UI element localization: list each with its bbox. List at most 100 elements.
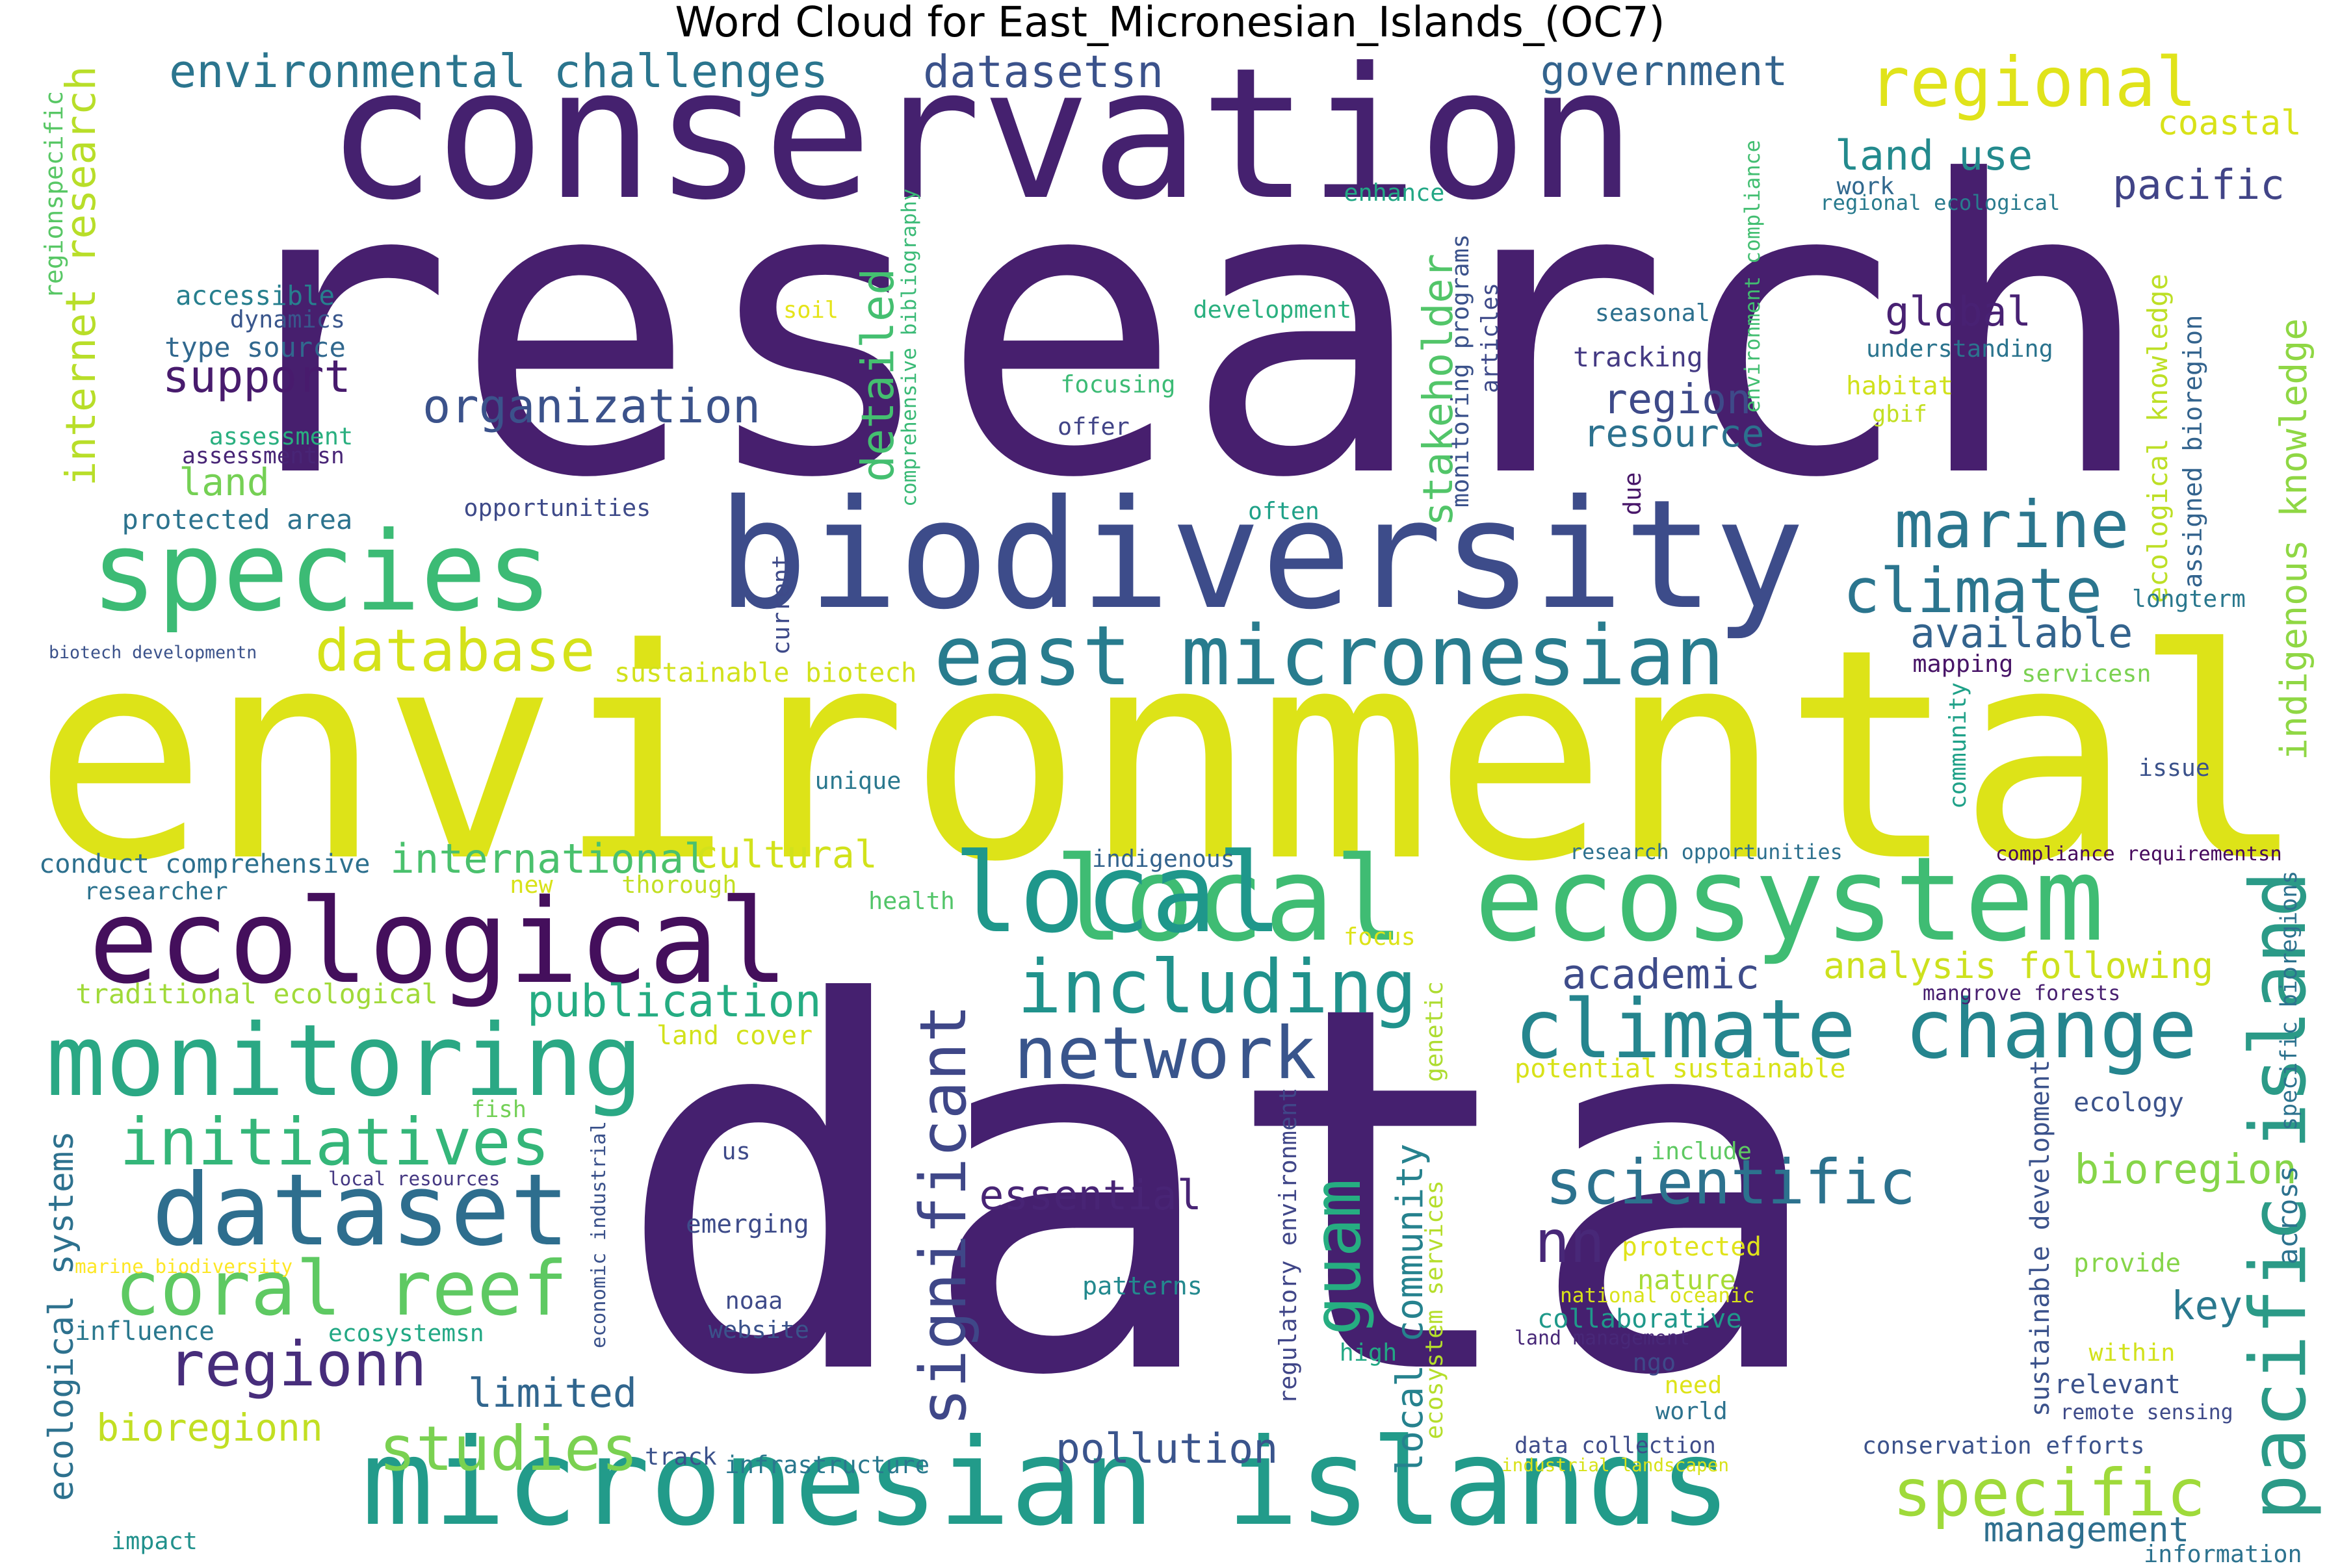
word-longterm: longterm <box>2132 585 2246 613</box>
word-regulatory-environment: regulatory environment <box>1274 1088 1303 1405</box>
word-community: community <box>1944 682 1971 809</box>
word-national-oceanic: national oceanic <box>1560 1284 1755 1308</box>
word-pacific: pacific <box>2112 161 2285 209</box>
word-high: high <box>1339 1339 1398 1367</box>
word-conduct-comprehensive: conduct comprehensive <box>39 848 370 879</box>
word-nature: nature <box>1637 1263 1736 1296</box>
word-relevant: relevant <box>2054 1368 2181 1400</box>
word-specific-bioregions: specific bioregions <box>2276 870 2303 1131</box>
word-ecology: ecology <box>2074 1087 2184 1118</box>
word-data: data <box>614 898 1830 1486</box>
word-coastal: coastal <box>2157 103 2302 143</box>
word-within: within <box>2088 1339 2176 1367</box>
word-unique: unique <box>814 767 902 795</box>
word-monitoring: monitoring <box>46 1003 644 1119</box>
word-biodiversity: biodiversity <box>717 467 1805 643</box>
word-assessment: assessment <box>209 422 354 451</box>
chart-title: Word Cloud for East_Micronesian_Islands_… <box>675 0 1665 47</box>
word-website: website <box>708 1316 809 1344</box>
word-include: include <box>1650 1137 1752 1166</box>
word-government: government <box>1540 47 1788 96</box>
word-local-resources: local resources <box>328 1168 500 1190</box>
word-traditional-ecological: traditional ecological <box>75 977 438 1010</box>
word-cultural: cultural <box>696 832 878 877</box>
word-limited: limited <box>468 1370 637 1417</box>
word-sustainable-development: sustainable development <box>2025 1059 2056 1417</box>
word-focus: focus <box>1344 923 1416 951</box>
word-ecological: ecological <box>88 874 789 1010</box>
word-east-micronesian: east micronesian <box>933 608 1725 704</box>
word-focusing: focusing <box>1060 370 1176 399</box>
word-collaborative: collaborative <box>1537 1304 1742 1334</box>
word-impact: impact <box>110 1527 198 1556</box>
word-noaa: noaa <box>725 1287 783 1315</box>
word-articles: articles <box>1476 282 1503 393</box>
word-resource: resource <box>1583 411 1765 456</box>
word-environmental-challenges: environmental challenges <box>169 44 829 98</box>
word-specific: specific <box>1892 1454 2206 1531</box>
word-offer: offer <box>1058 413 1130 441</box>
word-potential-sustainable: potential sustainable <box>1514 1053 1846 1084</box>
word-studies: studies <box>378 1413 638 1485</box>
word-support: support <box>162 350 351 403</box>
word-micronesian-islands: micronesian islands <box>361 1413 1732 1553</box>
word-including: including <box>1017 944 1417 1031</box>
word-mapping: mapping <box>1912 650 2014 678</box>
word-ngo: ngo <box>1632 1348 1676 1377</box>
word-local: local <box>953 829 1283 957</box>
word-species: species <box>91 508 552 636</box>
word-available: available <box>1910 609 2133 658</box>
word-ecological-systems: ecological systems <box>41 1131 81 1502</box>
word-work: work <box>1836 172 1895 201</box>
word-research: research <box>211 96 2155 567</box>
word-genetic: genetic <box>1420 981 1449 1083</box>
word-research-opportunities: research opportunities <box>1570 840 1843 864</box>
word-publication: publication <box>526 976 822 1028</box>
word-dataset: dataset <box>151 1152 570 1268</box>
word-accessible: accessible <box>176 279 335 311</box>
word-gbif: gbif <box>1872 400 1928 428</box>
word-us: us <box>722 1137 751 1166</box>
word-ecological-knowledge: ecological knowledge <box>2141 274 2174 604</box>
word-development: development <box>1193 296 1352 324</box>
word-habitat: habitat <box>1846 372 1954 402</box>
word-environment-compliance: environment compliance <box>1741 140 1765 413</box>
word-analysis-following: analysis following <box>1823 945 2214 987</box>
word-bioregion: bioregion <box>2074 1145 2297 1194</box>
word-bioregionn: bioregionn <box>96 1405 323 1450</box>
word-land-management: land management <box>1514 1327 1690 1350</box>
word-region: region <box>1602 375 1752 424</box>
word-thorough: thorough <box>621 871 737 899</box>
word-data-collection: data collection <box>1514 1432 1716 1459</box>
word-fish: fish <box>471 1096 527 1123</box>
word-influence: influence <box>75 1317 215 1347</box>
word-remote-sensing: remote sensing <box>2060 1401 2233 1425</box>
word-across: across <box>2271 1165 2304 1265</box>
word-researcher: researcher <box>84 877 228 906</box>
word-key: key <box>2171 1282 2242 1329</box>
word-regional-ecological: regional ecological <box>1820 190 2060 216</box>
word-opportunities: opportunities <box>463 494 651 522</box>
word-land-use: land use <box>1834 131 2033 180</box>
word-significant: significant <box>907 1004 982 1426</box>
word-due: due <box>1618 472 1647 516</box>
word-indigenous: indigenous <box>1092 845 1235 873</box>
word-network: network <box>1013 1012 1317 1096</box>
word-regionn: regionn <box>167 1328 427 1400</box>
word-tracking: tracking <box>1573 341 1703 374</box>
word-soil: soil <box>783 296 839 324</box>
word-provide: provide <box>2074 1249 2181 1279</box>
word-ecosystemsn: ecosystemsn <box>328 1319 484 1348</box>
word-ecosystem-services: ecosystem services <box>1420 1179 1449 1439</box>
word-land-cover: land cover <box>656 1021 813 1051</box>
word-dynamics: dynamics <box>229 305 345 334</box>
word-mangrove-forests: mangrove forests <box>1922 982 2121 1006</box>
word-marine-biodiversity: marine biodiversity <box>75 1255 293 1278</box>
word-datasetsn: datasetsn <box>923 47 1164 99</box>
word-issue: issue <box>2138 754 2210 782</box>
word-initiatives: initiatives <box>119 1103 551 1180</box>
word-servicesn: servicesn <box>2022 660 2152 688</box>
word-type-source: type source <box>164 331 346 363</box>
word-marine: marine <box>1894 486 2129 563</box>
word-coral-reef: coral reef <box>114 1246 568 1333</box>
